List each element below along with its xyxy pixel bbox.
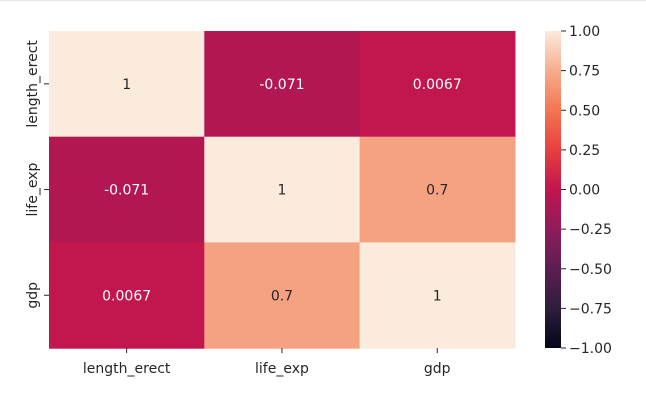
- colorbar-tick-label: 0.25: [569, 143, 600, 159]
- heatmap-cell: [204, 242, 361, 349]
- x-axis-labels: length_erect life_exp gdp: [83, 348, 451, 377]
- heatmap-cell: [204, 136, 361, 243]
- x-tick-label: length_erect: [83, 361, 171, 377]
- heatmap-cell: [49, 31, 205, 138]
- heatmap-cell: [359, 136, 516, 243]
- cell-annotation: -0.071: [104, 183, 149, 199]
- colorbar-tick-label: 0.00: [569, 183, 600, 199]
- colorbar-tick-label: −0.50: [569, 262, 612, 278]
- y-tick-label: life_exp: [25, 163, 41, 217]
- heatmap-cell: [49, 136, 205, 243]
- cell-annotation: -0.071: [259, 77, 304, 93]
- cell-annotation: 0.0067: [102, 288, 151, 304]
- cell-annotation: 1: [433, 288, 442, 304]
- y-tick-label: length_erect: [25, 40, 41, 128]
- colorbar-ticks: 1.00 0.75 0.50 0.25 0.00 −0.25 −0.50 −0.75 −1.00: [561, 24, 612, 357]
- colorbar: [545, 31, 561, 348]
- colorbar-tick-label: 1.00: [569, 24, 600, 40]
- colorbar-tick-label: −0.25: [569, 222, 612, 238]
- cell-annotation: 1: [122, 77, 131, 93]
- cell-annotation: 0.7: [426, 183, 448, 199]
- cell-annotation: 0.7: [271, 288, 293, 304]
- colorbar-tick-label: −1.00: [569, 341, 612, 357]
- colorbar-tick-label: 0.50: [569, 103, 600, 119]
- x-tick-label: gdp: [424, 361, 451, 377]
- heatmap-cell: [359, 242, 516, 349]
- y-tick-label: gdp: [25, 282, 41, 309]
- heatmap-cell: [359, 31, 516, 138]
- colorbar-tick-label: 0.75: [569, 64, 600, 80]
- cell-annotation: 0.0067: [413, 77, 462, 93]
- x-tick-label: life_exp: [255, 361, 309, 377]
- cell-annotation: 1: [277, 183, 286, 199]
- heatmap-cell: [49, 242, 205, 349]
- heatmap-cell: [204, 31, 361, 138]
- top-border: [0, 0, 646, 1]
- colorbar-tick-label: −0.75: [569, 301, 612, 317]
- heatmap-cells: 1 -0.071 0.0067 -0.071 1 0.7 0.0067 0.7 1: [49, 31, 516, 349]
